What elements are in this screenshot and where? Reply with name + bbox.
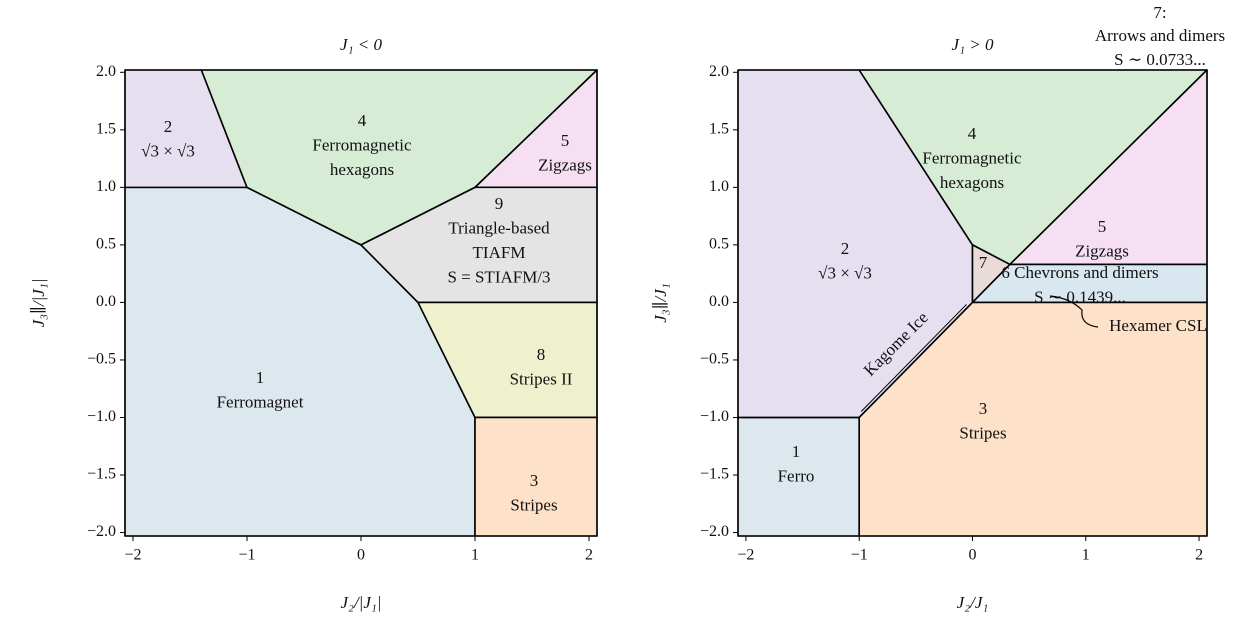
region-label: 3 xyxy=(530,471,539,490)
region-label: √3 × √3 xyxy=(818,263,872,282)
region-label: Ferromagnetic xyxy=(922,148,1022,167)
x-tick-label: −1 xyxy=(238,547,255,564)
annotation: S ∼ 0.0733... xyxy=(1114,50,1206,69)
y-tick-label: 0.5 xyxy=(709,236,729,253)
region-label: 5 xyxy=(561,131,570,150)
annotation: Arrows and dimers xyxy=(1095,26,1225,45)
x-tick-label: 1 xyxy=(471,547,479,564)
y-tick-label: −1.0 xyxy=(700,408,729,425)
region-label: 2 xyxy=(164,117,173,136)
region-label: TIAFM xyxy=(473,243,526,262)
x-tick-label: −2 xyxy=(737,547,754,564)
x-axis-label: J₂/J₁ xyxy=(957,593,989,612)
chart-title: J₁ > 0 xyxy=(952,35,994,54)
region-label: Ferromagnetic xyxy=(312,135,412,154)
region-label: 4 xyxy=(968,124,977,143)
region-label: Zigzags xyxy=(538,155,592,174)
x-tick-label: 2 xyxy=(585,547,593,564)
region-label: 9 xyxy=(495,194,504,213)
y-axis-label: J₃∥/|J₁| xyxy=(29,279,48,328)
y-tick-label: −1.5 xyxy=(700,466,729,483)
y-tick-label: 1.5 xyxy=(96,121,116,138)
x-axis-label: J₂/|J₁| xyxy=(341,593,382,612)
y-tick-label: 0.0 xyxy=(709,293,729,310)
region-label: Ferro xyxy=(778,466,815,485)
region-label: Stripes xyxy=(510,495,557,514)
region-label: Zigzags xyxy=(1075,241,1129,260)
y-tick-label: 1.0 xyxy=(96,178,116,195)
region-label: 1 xyxy=(792,442,801,461)
region-label: 8 xyxy=(537,345,546,364)
region-label: Stripes II xyxy=(510,369,573,388)
region-label: 3 xyxy=(979,399,988,418)
region-label: 6 Chevrons and dimers xyxy=(1001,263,1158,282)
y-tick-label: −0.5 xyxy=(87,351,116,368)
y-tick-label: 1.5 xyxy=(709,121,729,138)
x-tick-label: 0 xyxy=(969,547,977,564)
panel: 1 Ferro 2 √3 × √3 4 Ferromagnetic hexagons 7 5 Zi… xyxy=(651,3,1225,612)
region-label: S = STIAFM/3 xyxy=(447,267,550,286)
y-axis-label: J₃∥/J₁ xyxy=(651,283,670,323)
x-tick-label: −2 xyxy=(124,547,141,564)
region-label: 7 xyxy=(979,253,988,272)
y-tick-label: −0.5 xyxy=(700,351,729,368)
y-tick-label: 0.5 xyxy=(96,236,116,253)
region-label: hexagons xyxy=(940,173,1004,192)
y-tick-label: 2.0 xyxy=(96,63,116,80)
region-label: S ∼ 0.1439... xyxy=(1034,287,1126,306)
region-label: 5 xyxy=(1098,217,1107,236)
y-tick-label: 0.0 xyxy=(96,293,116,310)
y-tick-label: −1.0 xyxy=(87,408,116,425)
region-label: hexagons xyxy=(330,160,394,179)
x-tick-label: −1 xyxy=(851,547,868,564)
panel: 1 Ferromagnet 2 √3 × √3 4 Ferromagnetic hexago… xyxy=(29,35,598,612)
region-label: √3 × √3 xyxy=(141,141,195,160)
kagome-line xyxy=(860,304,967,412)
region-label: Stripes xyxy=(959,423,1006,442)
x-tick-label: 2 xyxy=(1195,547,1203,564)
chart-title: J₁ < 0 xyxy=(340,35,382,54)
x-tick-label: 0 xyxy=(357,547,365,564)
y-tick-label: −2.0 xyxy=(700,523,729,540)
region-label: 4 xyxy=(358,111,367,130)
annotation: 7: xyxy=(1153,3,1166,22)
annotation: Hexamer CSL xyxy=(1109,316,1207,335)
region-label: 1 xyxy=(256,368,265,387)
region-label: Triangle-based xyxy=(448,218,550,237)
annotation-leader xyxy=(1049,295,1099,328)
region-label: Ferromagnet xyxy=(217,392,304,411)
x-tick-label: 1 xyxy=(1082,547,1090,564)
region-label: 2 xyxy=(841,239,850,258)
y-tick-label: −2.0 xyxy=(87,523,116,540)
y-tick-label: 2.0 xyxy=(709,63,729,80)
y-tick-label: 1.0 xyxy=(709,178,729,195)
y-tick-label: −1.5 xyxy=(87,466,116,483)
